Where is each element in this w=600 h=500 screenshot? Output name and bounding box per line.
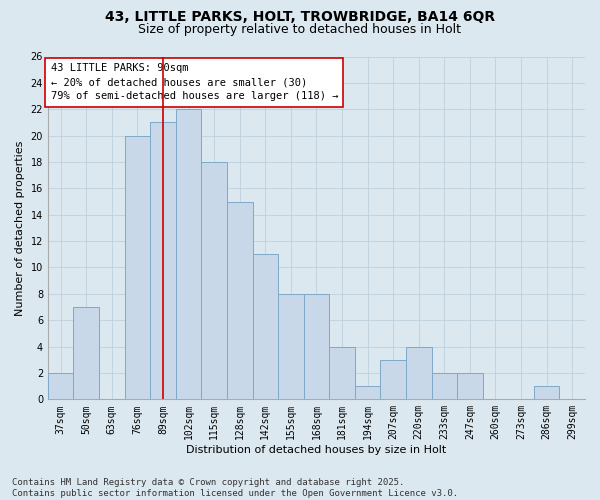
Text: Size of property relative to detached houses in Holt: Size of property relative to detached ho…: [139, 22, 461, 36]
Bar: [304, 294, 329, 400]
Y-axis label: Number of detached properties: Number of detached properties: [15, 140, 25, 316]
Bar: [202, 162, 227, 400]
Bar: [406, 346, 431, 400]
Bar: [253, 254, 278, 400]
Bar: [534, 386, 559, 400]
Bar: [125, 136, 150, 400]
Bar: [150, 122, 176, 400]
Bar: [457, 373, 482, 400]
Bar: [176, 109, 202, 400]
Text: Contains HM Land Registry data © Crown copyright and database right 2025.
Contai: Contains HM Land Registry data © Crown c…: [12, 478, 458, 498]
Bar: [227, 202, 253, 400]
Bar: [355, 386, 380, 400]
Text: 43 LITTLE PARKS: 90sqm
← 20% of detached houses are smaller (30)
79% of semi-det: 43 LITTLE PARKS: 90sqm ← 20% of detached…: [50, 64, 338, 102]
Bar: [73, 307, 99, 400]
Bar: [48, 373, 73, 400]
X-axis label: Distribution of detached houses by size in Holt: Distribution of detached houses by size …: [187, 445, 446, 455]
Bar: [329, 346, 355, 400]
Bar: [431, 373, 457, 400]
Bar: [380, 360, 406, 400]
Text: 43, LITTLE PARKS, HOLT, TROWBRIDGE, BA14 6QR: 43, LITTLE PARKS, HOLT, TROWBRIDGE, BA14…: [105, 10, 495, 24]
Bar: [278, 294, 304, 400]
